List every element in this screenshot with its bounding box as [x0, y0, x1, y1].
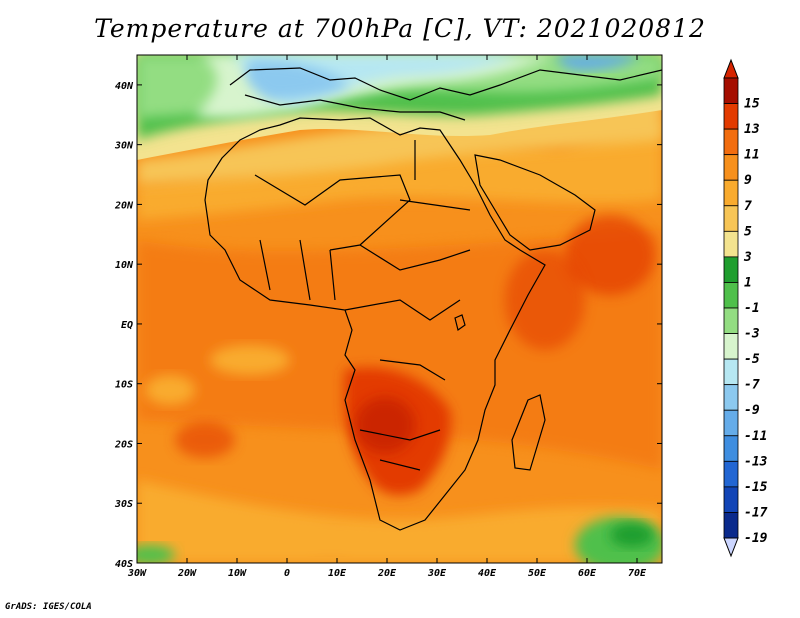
mediterranean-coast [244, 94, 466, 121]
colorbar-label: -7 [744, 378, 760, 393]
colorbar-top-arrow [723, 58, 739, 79]
arabia-coastline [474, 154, 596, 251]
colorbar-swatch [723, 205, 739, 232]
colorbar-swatch [723, 103, 739, 130]
temperature-field [137, 55, 662, 563]
colorbar-label: -13 [744, 454, 768, 469]
lon-tick-label: 20E [377, 568, 397, 579]
colorbar-swatch [723, 486, 739, 513]
colorbar-label: 11 [744, 148, 760, 163]
lat-tick-label: EQ [121, 320, 133, 331]
colorbar-label: 9 [744, 173, 752, 188]
lat-tick-label: 40S [115, 559, 133, 570]
lon-tick-label: 30W [127, 568, 147, 579]
colorbar-label: 13 [744, 122, 760, 137]
colorbar-swatch [723, 384, 739, 411]
colorbar-swatch [723, 409, 739, 437]
colorbar-swatch [723, 77, 739, 104]
lon-tick-label: 10W [228, 568, 247, 579]
lat-tick-label: 20S [114, 439, 133, 450]
lon-tick-label: 60E [578, 568, 597, 579]
colorbar-label: 1 [744, 275, 752, 290]
lake-victoria [454, 314, 466, 332]
madagascar-coastline [511, 394, 546, 471]
colorbar-swatch [723, 307, 739, 334]
colorbar-label: 7 [744, 199, 752, 214]
lat-tick-label: 40N [115, 81, 134, 92]
coastlines [204, 67, 662, 531]
colorbar-swatch [723, 512, 739, 539]
colorbar-swatch [723, 282, 739, 309]
colorbar-swatch [723, 358, 739, 386]
lat-tick-label: 30S [114, 499, 133, 510]
colorbar-swatch [723, 435, 739, 462]
colorbar-label: -11 [744, 429, 767, 444]
colorbar-swatch [723, 333, 739, 360]
colorbar-label: -3 [744, 327, 760, 342]
colorbar: 15 13 11 9 7 5 3 1 -1 -3 -5 -7 -9 -11 -13 -15 -17 -19 [723, 58, 768, 558]
lat-tick-label: 20N [114, 200, 134, 211]
colorbar-label: -5 [744, 352, 760, 367]
colorbar-swatch [723, 230, 739, 258]
interior-borders [254, 140, 471, 471]
lon-tick-label: 10E [328, 568, 347, 579]
colorbar-label: 5 [744, 224, 752, 239]
colorbar-swatch [723, 460, 739, 488]
lon-tick-label: 20W [177, 568, 197, 579]
colorbar-label: 15 [744, 97, 760, 112]
colorbar-swatch [723, 154, 739, 181]
plot-frame [136, 54, 663, 564]
lon-tick-label: 0 [284, 568, 290, 579]
lat-tick-label: 10S [115, 380, 133, 391]
colorbar-swatch [723, 256, 739, 283]
colorbar-label: -9 [744, 403, 760, 418]
africa-coastline [204, 117, 546, 531]
europe-coastline [229, 67, 662, 101]
lon-tick-label: 30E [427, 568, 447, 579]
colorbar-label: 3 [743, 250, 752, 265]
colorbar-label: -19 [744, 531, 768, 546]
colorbar-swatch [723, 128, 739, 156]
grads-credit: GrADS: IGES/COLA [5, 602, 92, 612]
page-title: Temperature at 700hPa [C], VT: 202102081… [94, 14, 706, 43]
lon-tick-label: 70E [628, 568, 647, 579]
lat-tick-label: 30N [114, 141, 134, 152]
longitude-axis: 30W 20W 10W 0 10E 20E 30E 40E 50E 60E 70E [127, 55, 647, 579]
colorbar-label: -15 [744, 480, 768, 495]
colorbar-swatch [723, 179, 739, 207]
lat-tick-label: 10N [115, 260, 134, 271]
colorbar-bottom-arrow [723, 537, 739, 558]
latitude-axis: 40N 30N 20N 10N EQ 10S 20S 30S 40S [114, 81, 662, 570]
lon-tick-label: 50E [528, 568, 547, 579]
colorbar-label: -1 [744, 301, 760, 316]
lon-tick-label: 40E [478, 568, 497, 579]
colorbar-label: -17 [744, 505, 768, 520]
